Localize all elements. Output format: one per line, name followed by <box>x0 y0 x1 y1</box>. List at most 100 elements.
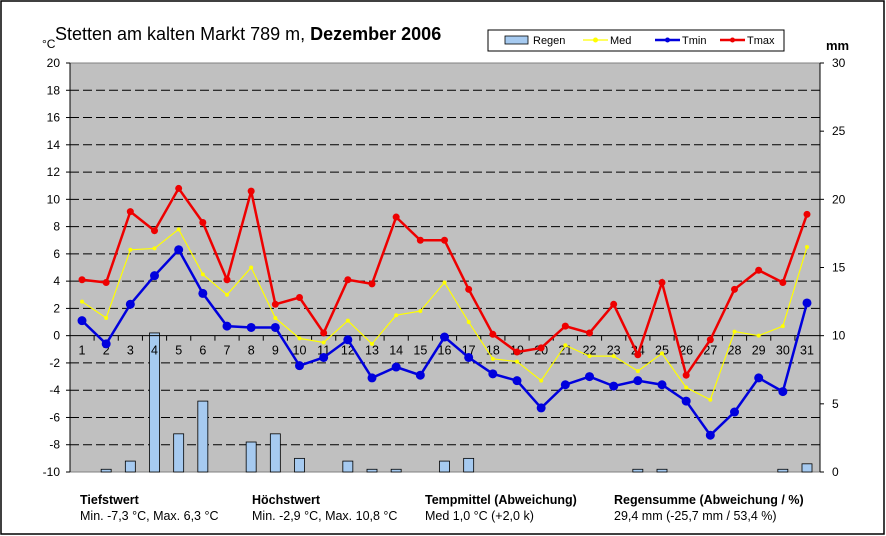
legend-marker <box>665 37 670 43</box>
med-point <box>780 324 785 329</box>
left-tick-label: 14 <box>47 138 61 152</box>
tmax-point <box>779 278 787 286</box>
med-point <box>611 354 616 359</box>
tmax-point <box>731 285 738 293</box>
med-point <box>370 341 374 346</box>
tmax-point <box>755 266 763 274</box>
right-tick-label: 0 <box>832 465 839 479</box>
tmax-point <box>368 280 376 288</box>
footer-stat: Tiefstwert Min. -7,3 °C, Max. 6,3 °C <box>80 492 219 524</box>
left-tick-label: 6 <box>53 247 60 261</box>
rain-bar <box>342 460 354 473</box>
rain-bar <box>656 468 668 473</box>
med-point <box>80 299 84 304</box>
tmax-point <box>634 351 642 359</box>
tmin-point <box>270 322 280 332</box>
med-point <box>708 397 713 402</box>
legend-label: Tmax <box>747 35 775 47</box>
left-tick-label: 4 <box>53 274 60 288</box>
footer-value: 29,4 mm (-25,7 mm / 53,4 %) <box>614 509 777 523</box>
tmin-point <box>222 321 232 331</box>
footer-stat: Regensumme (Abweichung / %) 29,4 mm (-25,… <box>614 492 804 524</box>
title-period: Dezember 2006 <box>310 24 441 44</box>
rain-bar <box>173 433 185 473</box>
tmax-point <box>151 227 158 235</box>
rain-bar <box>801 463 813 473</box>
rain-bar <box>439 460 450 473</box>
day-label: 26 <box>679 344 693 358</box>
day-label: 7 <box>224 344 231 358</box>
tmin-point <box>174 245 184 255</box>
day-label: 8 <box>248 344 255 358</box>
left-tick-label: 8 <box>53 220 60 234</box>
day-label: 6 <box>199 344 206 358</box>
tmax-point <box>586 329 593 337</box>
day-label: 4 <box>151 344 158 358</box>
tmin-point <box>536 403 546 413</box>
tmax-point <box>392 213 400 221</box>
rain-bar <box>390 468 402 473</box>
day-label: 9 <box>272 344 279 358</box>
tmin-point <box>415 370 425 380</box>
day-label: 5 <box>175 344 182 358</box>
med-point <box>805 245 809 250</box>
tmin-point <box>391 362 401 372</box>
footer-value: Med 1,0 °C (+2,0 k) <box>425 509 534 523</box>
tmin-point <box>488 369 498 379</box>
left-tick-label: -8 <box>49 438 60 452</box>
tmin-point <box>802 298 812 308</box>
tmax-point <box>271 300 279 308</box>
rain-bar <box>124 460 136 473</box>
footer-heading: Regensumme (Abweichung / %) <box>614 493 804 507</box>
tmax-point <box>658 278 666 286</box>
rain-bar <box>366 468 378 473</box>
med-point <box>297 336 302 341</box>
med-point <box>128 247 133 252</box>
rain-bar <box>197 400 209 473</box>
tmax-point <box>223 276 231 284</box>
title-location: Stetten am kalten Markt 789 m, <box>55 24 310 44</box>
med-point <box>684 385 689 390</box>
tmax-point <box>489 330 497 338</box>
legend-label: Regen <box>533 35 565 47</box>
tmax-point <box>537 344 545 352</box>
rain-bar <box>245 441 257 473</box>
day-label: 25 <box>655 344 669 358</box>
legend-marker <box>730 37 735 43</box>
tmax-point <box>441 236 448 244</box>
med-point <box>394 313 399 318</box>
tmin-point <box>101 339 111 349</box>
day-label: 13 <box>365 344 379 358</box>
med-point <box>732 329 737 334</box>
left-axis-unit: °C <box>42 37 56 51</box>
day-label: 10 <box>293 344 307 358</box>
right-tick-label: 30 <box>832 56 846 70</box>
tmax-point <box>706 336 714 344</box>
tmin-point <box>585 372 594 382</box>
tmax-point <box>416 236 424 244</box>
tmin-point <box>730 407 739 417</box>
tmin-point <box>464 352 474 362</box>
med-point <box>321 340 326 345</box>
tmin-point <box>367 373 377 383</box>
rain-bar <box>777 468 789 473</box>
tmax-point <box>175 184 183 192</box>
footer-stat: Tempmittel (Abweichung) Med 1,0 °C (+2,0 … <box>425 492 577 524</box>
day-label: 1 <box>79 344 86 358</box>
right-tick-label: 5 <box>832 397 839 411</box>
tmin-point <box>633 376 643 386</box>
med-point <box>200 272 205 277</box>
tmax-point <box>561 322 569 330</box>
footer-heading: Höchstwert <box>252 493 321 507</box>
med-point <box>466 320 471 325</box>
med-point <box>587 354 592 359</box>
med-point <box>104 315 109 320</box>
tmax-point <box>320 329 328 337</box>
left-tick-label: 0 <box>53 329 60 343</box>
tmin-point <box>246 322 256 332</box>
tmin-point <box>77 316 87 326</box>
day-label: 23 <box>607 344 621 358</box>
tmin-point <box>440 332 449 342</box>
left-tick-label: 18 <box>47 83 61 97</box>
tmax-point <box>344 276 352 284</box>
